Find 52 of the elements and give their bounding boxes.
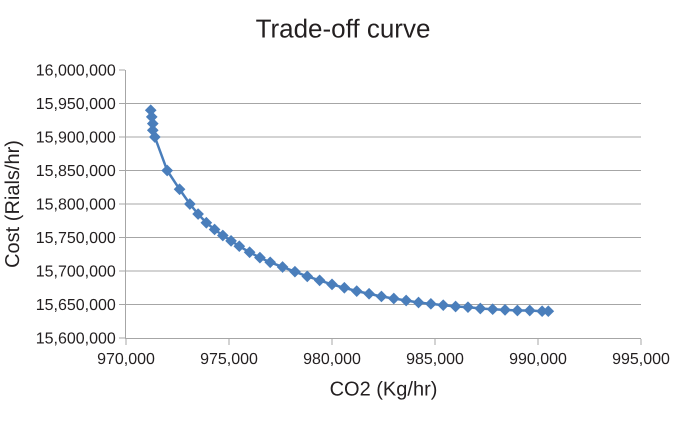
point	[148, 131, 161, 143]
x-tick-label: 995,000	[612, 351, 670, 368]
x-tick-label: 980,000	[303, 351, 362, 368]
y-tick-label: 15,700,000	[36, 264, 116, 281]
point	[244, 246, 256, 258]
point	[225, 235, 237, 247]
point	[192, 208, 204, 220]
chart-title: Trade-off curve	[256, 14, 430, 44]
point	[350, 285, 363, 297]
y-tick-label: 15,900,000	[36, 130, 116, 147]
point	[450, 300, 462, 312]
x-axis-title: CO2 (Kg/hr)	[330, 378, 438, 401]
point	[254, 252, 266, 264]
x-tick-label: 990,000	[509, 351, 568, 368]
point	[161, 164, 174, 176]
y-tick-label: 15,850,000	[36, 163, 116, 180]
point	[437, 299, 450, 312]
x-tick-label: 970,000	[97, 351, 156, 368]
y-tick-label: 15,650,000	[36, 297, 116, 314]
point	[400, 294, 412, 306]
point	[200, 216, 212, 229]
point	[208, 224, 220, 236]
point	[412, 296, 424, 308]
y-tick-label: 15,950,000	[36, 96, 116, 114]
point	[174, 183, 186, 196]
point	[388, 292, 400, 304]
point	[184, 198, 196, 210]
point	[425, 298, 437, 310]
y-tick-label: 16,000,000	[36, 62, 116, 80]
point	[289, 266, 301, 278]
point	[264, 256, 276, 268]
point	[524, 304, 536, 316]
point	[216, 230, 229, 242]
point	[512, 304, 524, 316]
y-tick-label: 15,600,000	[36, 330, 116, 348]
point	[301, 270, 314, 282]
point	[338, 282, 350, 294]
point	[363, 288, 375, 300]
x-tick-label: 975,000	[200, 351, 258, 368]
point	[314, 274, 326, 286]
point	[326, 278, 338, 290]
y-tick-label: 15,750,000	[36, 230, 116, 248]
point	[376, 290, 388, 302]
point	[233, 240, 246, 252]
point	[276, 261, 288, 273]
x-tick-label: 985,000	[406, 351, 464, 368]
y-axis-title: Cost (Rials/hr)	[2, 140, 24, 268]
point	[474, 302, 486, 314]
point	[462, 301, 474, 314]
point	[499, 304, 511, 316]
y-tick-label: 15,800,000	[36, 196, 116, 214]
point	[486, 303, 499, 316]
